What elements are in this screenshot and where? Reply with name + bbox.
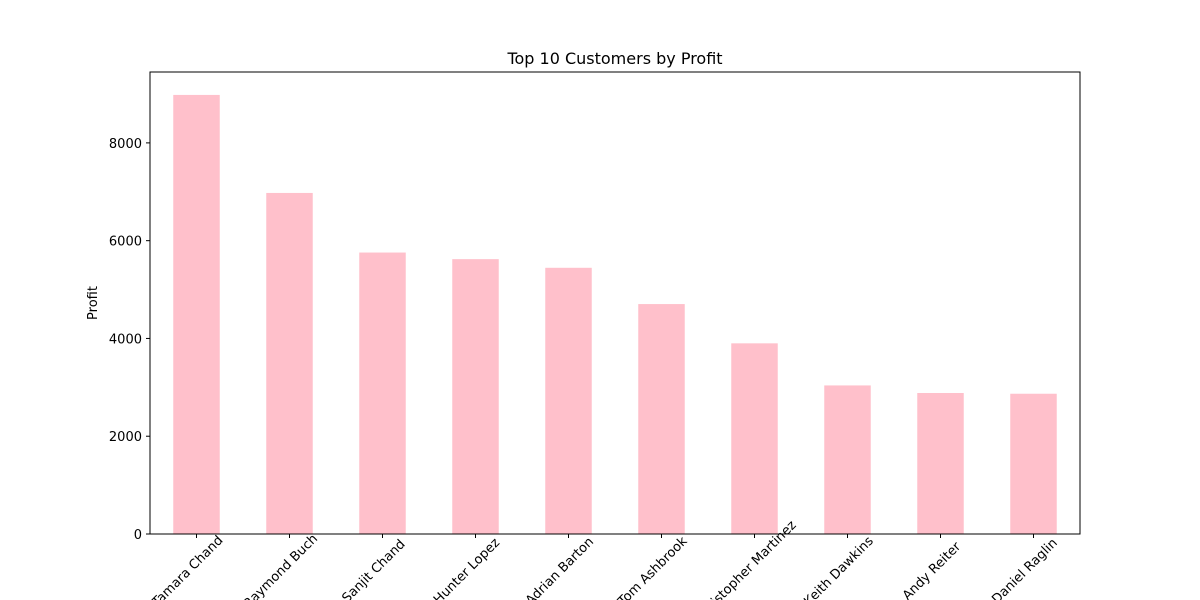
x-tick-label: Adrian Barton — [523, 534, 597, 600]
x-tick-label: Andy Reiter — [900, 539, 965, 600]
y-tick-label: 0 — [134, 528, 142, 543]
x-tick-label: Tamara Chand — [149, 533, 227, 600]
y-tick-label: 6000 — [109, 235, 142, 250]
bar — [359, 252, 406, 534]
y-tick-label: 4000 — [109, 332, 142, 347]
y-tick-label: 2000 — [109, 430, 142, 445]
x-tick-label: Raymond Buch — [241, 532, 321, 600]
bar — [545, 267, 592, 534]
y-axis-label: Profit — [86, 286, 101, 320]
x-tick-label: Hunter Lopez — [431, 535, 503, 600]
bar — [452, 259, 499, 534]
bar — [824, 385, 871, 534]
chart-title: Top 10 Customers by Profit — [506, 49, 722, 68]
x-tick-label: Daniel Raglin — [989, 536, 1060, 600]
x-tick-label: Keith Dawkins — [801, 534, 877, 600]
x-tick-label: Tom Ashbrook — [615, 534, 691, 600]
y-tick-label: 8000 — [109, 137, 142, 152]
bar — [1010, 393, 1057, 534]
bar — [917, 393, 964, 534]
bar — [638, 304, 685, 534]
bar — [173, 94, 220, 534]
bar — [266, 192, 313, 534]
plot-frame — [149, 71, 1081, 535]
x-tick-label: Sanjit Chand — [339, 537, 408, 600]
bar — [731, 343, 778, 534]
